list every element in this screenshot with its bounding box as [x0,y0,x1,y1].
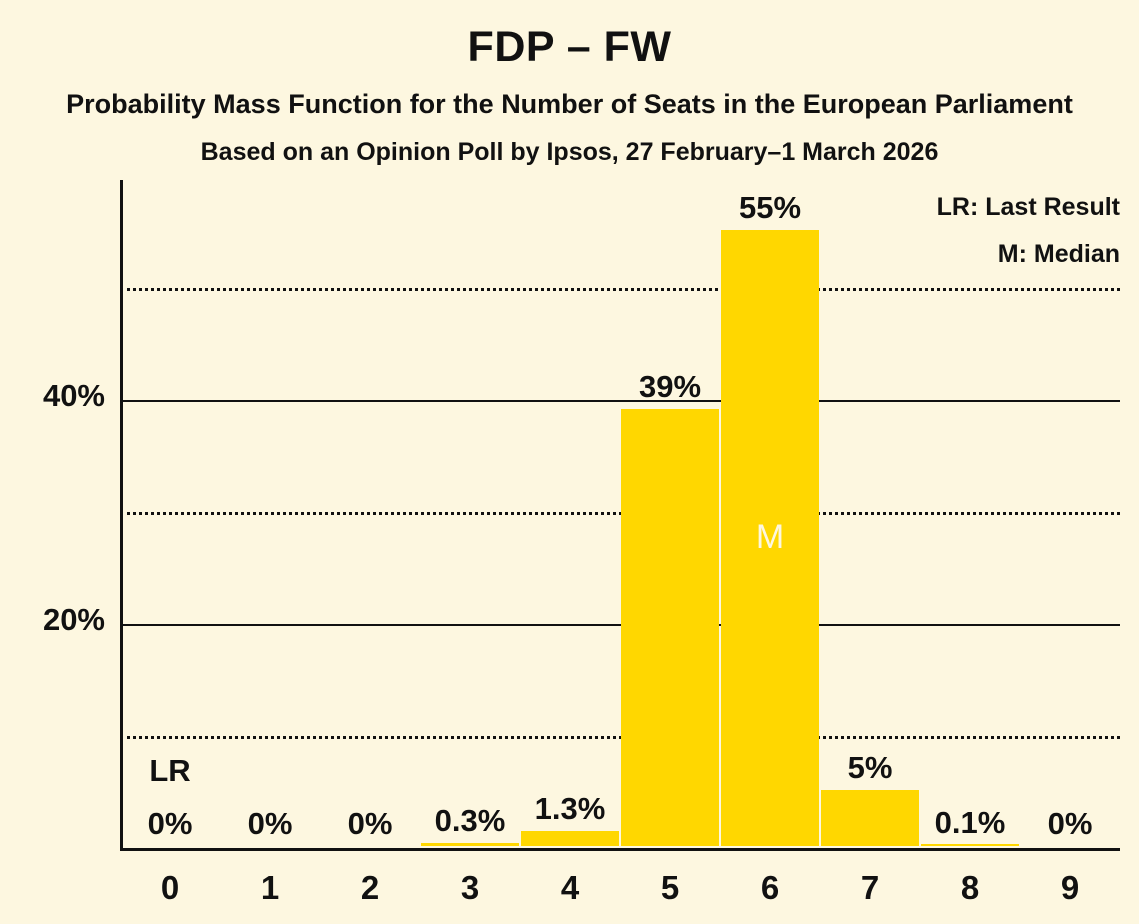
legend-median: M: Median [997,240,1120,268]
y-axis-tick-40%: 40% [42,378,105,413]
bar-seat-3[interactable] [421,842,519,846]
gridline-50pct [120,288,1120,291]
gridline-10pct [120,736,1120,739]
bar-seat-7[interactable] [821,790,919,846]
y-axis-line [120,180,123,850]
bar-seat-5[interactable] [621,409,719,846]
x-axis-tick-4: 4 [560,869,580,906]
x-axis-tick-1: 1 [260,869,280,906]
x-axis-tick-5: 5 [660,869,680,906]
chart-subtitle: Probability Mass Function for the Number… [66,89,1073,119]
x-axis-tick-8: 8 [960,869,980,906]
bar-value-label-3: 0.3% [434,802,506,838]
chart-legend: LR: Last Result M: Median [937,184,1120,278]
x-axis-tick-6: 6 [760,869,780,906]
y-axis-tick-20%: 20% [42,602,105,637]
bar-value-label-2: 0% [347,806,393,841]
median-marker: M [755,518,785,556]
bar-value-label-8: 0.1% [934,804,1006,840]
x-axis-tick-9: 9 [1060,869,1080,906]
last-result-marker: LR [149,753,191,788]
bar-value-label-4: 1.3% [534,791,606,827]
bar-seat-4[interactable] [521,831,619,846]
plot-area [120,180,1120,851]
bar-seat-6[interactable] [721,230,819,846]
bar-value-label-9: 0% [1047,806,1093,841]
bar-value-label-7: 5% [847,750,893,785]
bar-value-label-5: 39% [638,369,702,405]
gridline-30pct [120,512,1120,515]
bar-value-label-1: 0% [247,806,293,841]
page-title: FDP – FW [467,23,672,71]
x-axis-tick-2: 2 [360,869,380,906]
x-axis-tick-7: 7 [860,869,880,906]
bar-value-label-6: 55% [738,190,802,225]
x-axis-tick-0: 0 [160,869,180,906]
bar-value-label-0: 0% [147,806,193,841]
legend-last-result: LR: Last Result [936,193,1120,221]
gridline-20pct [120,624,1120,626]
x-axis-line [120,848,1120,851]
bar-seat-8[interactable] [921,844,1019,846]
chart-source-note: Based on an Opinion Poll by Ipsos, 27 Fe… [200,138,939,166]
x-axis-tick-3: 3 [460,869,480,906]
gridline-40pct [120,400,1120,402]
